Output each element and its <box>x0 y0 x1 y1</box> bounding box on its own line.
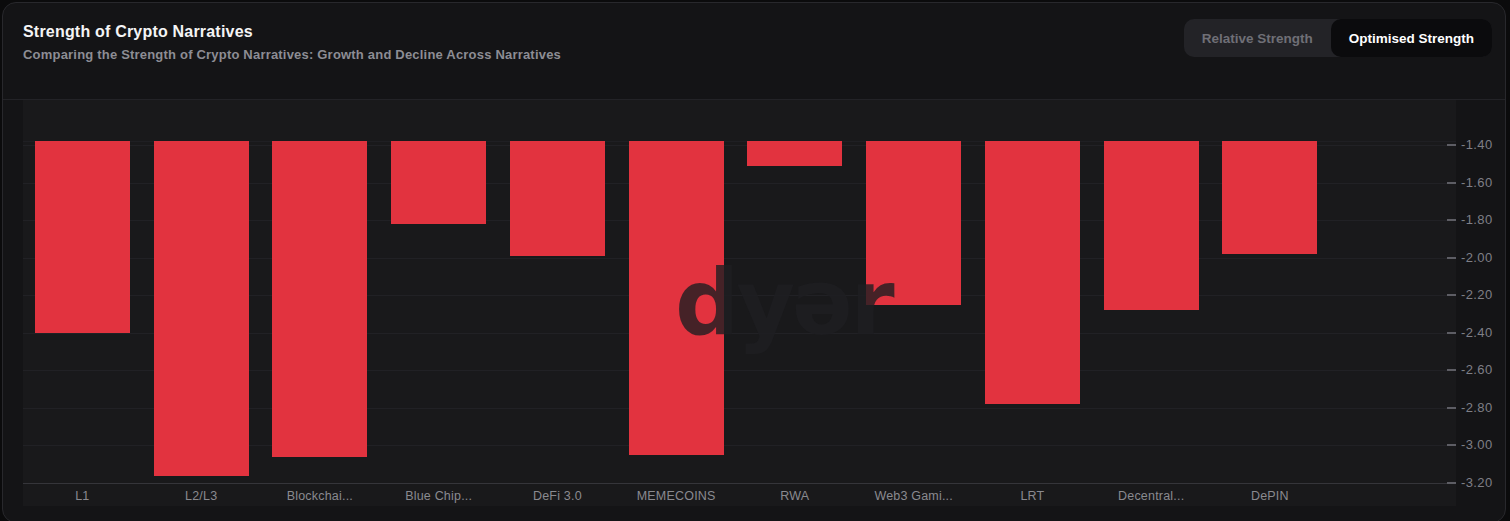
y-axis-tick-label: -2.80 <box>1461 400 1493 416</box>
x-axis-category-label: Blockchai... <box>261 489 380 503</box>
bar-lrt[interactable] <box>985 141 1080 404</box>
y-axis-tick-mark <box>1447 257 1456 259</box>
bar-decentral[interactable] <box>1104 141 1199 310</box>
y-axis-tick-mark <box>1447 407 1456 409</box>
y-axis-tick-mark <box>1447 444 1456 446</box>
x-axis-category-label: Web3 Gami... <box>854 489 973 503</box>
y-axis-tick-label: -3.20 <box>1461 475 1493 491</box>
x-axis-category-label: DePIN <box>1211 489 1330 503</box>
y-axis-tick-label: -2.40 <box>1461 325 1493 341</box>
x-axis-category-label: MEMECOINS <box>617 489 736 503</box>
dyor-watermark-logo: dyər <box>675 258 892 348</box>
x-axis-category-label: DeFi 3.0 <box>498 489 617 503</box>
bar-blockchai[interactable] <box>272 141 367 457</box>
strength-mode-toggle: Relative Strength Optimised Strength <box>1184 19 1492 57</box>
y-axis-tick-mark <box>1447 144 1456 146</box>
toggle-optimised-strength[interactable]: Optimised Strength <box>1331 19 1492 57</box>
x-axis-category-label: RWA <box>736 489 855 503</box>
y-axis-tick-mark <box>1447 219 1456 221</box>
gridline <box>23 483 1456 484</box>
plot-area: dyər L1L2/L3Blockchai...Blue Chip...DeFi… <box>23 100 1456 506</box>
y-axis-tick-mark <box>1447 369 1456 371</box>
y-axis-tick-label: -2.60 <box>1461 362 1493 378</box>
x-axis-category-label: Decentral... <box>1092 489 1211 503</box>
y-axis-tick-label: -1.60 <box>1461 175 1493 191</box>
bar-blue-chip[interactable] <box>391 141 486 224</box>
page-title: Strength of Crypto Narratives <box>23 23 253 41</box>
y-axis-tick-label: -1.80 <box>1461 212 1493 228</box>
x-axis-category-label: L1 <box>23 489 142 503</box>
y-axis-tick-label: -1.40 <box>1461 137 1493 153</box>
toggle-relative-strength[interactable]: Relative Strength <box>1184 19 1331 57</box>
y-axis-tick-label: -3.00 <box>1461 437 1493 453</box>
bar-rwa[interactable] <box>747 141 842 166</box>
x-axis-category-label: LRT <box>973 489 1092 503</box>
x-axis-category-label: Blue Chip... <box>379 489 498 503</box>
bar-depin[interactable] <box>1222 141 1317 254</box>
bar-l1[interactable] <box>35 141 130 333</box>
y-axis-tick-mark <box>1447 294 1456 296</box>
y-axis-tick-label: -2.00 <box>1461 250 1493 266</box>
page-subtitle: Comparing the Strength of Crypto Narrati… <box>23 47 561 62</box>
bar-defi-3-0[interactable] <box>510 141 605 256</box>
y-axis-tick-mark <box>1447 332 1456 334</box>
y-axis-tick-mark <box>1447 182 1456 184</box>
x-axis-category-label: L2/L3 <box>142 489 261 503</box>
chart-header: Strength of Crypto Narratives Comparing … <box>3 3 1505 99</box>
y-axis-tick-label: -2.20 <box>1461 287 1493 303</box>
bar-l2-l3[interactable] <box>154 141 249 476</box>
y-axis-tick-mark <box>1447 482 1456 484</box>
chart-card: Strength of Crypto Narratives Comparing … <box>2 2 1506 521</box>
